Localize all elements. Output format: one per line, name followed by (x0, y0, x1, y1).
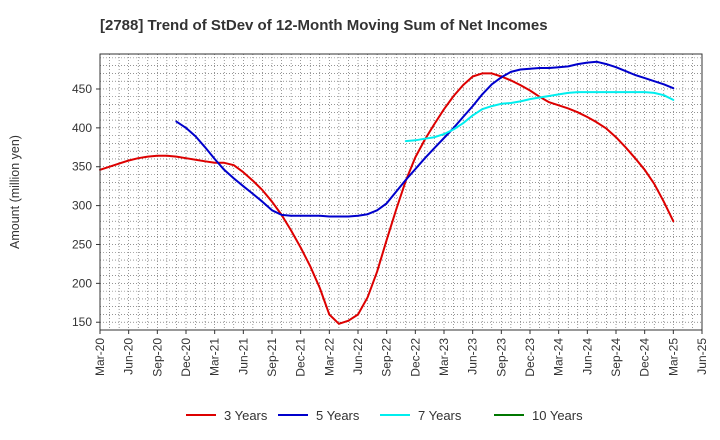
x-tick-label: Dec-21 (294, 338, 308, 377)
x-tick-label: Mar-22 (322, 338, 336, 376)
grid-lines (99, 54, 703, 330)
plot-frame (99, 53, 703, 331)
legend-label: 5 Years (316, 408, 360, 423)
x-tick-label: Mar-20 (93, 338, 107, 376)
y-axis-label: Amount (million yen) (8, 135, 22, 249)
y-tick-label: 200 (72, 276, 92, 290)
x-tick-label: Mar-25 (666, 338, 680, 376)
x-tick-label: Mar-21 (208, 338, 222, 376)
x-tick-label: Jun-22 (351, 338, 365, 375)
x-tick-label: Jun-21 (236, 338, 250, 375)
y-tick-label: 150 (72, 315, 92, 329)
y-tick-label: 350 (72, 160, 92, 174)
legend-label: 7 Years (418, 408, 462, 423)
x-tick-label: Dec-22 (408, 338, 422, 377)
x-tick-label: Dec-23 (523, 338, 537, 377)
chart-title: [2788] Trend of StDev of 12-Month Moving… (100, 17, 548, 34)
y-tick-label: 450 (72, 82, 92, 96)
x-tick-label: Jun-20 (122, 338, 136, 375)
y-axis: 150 200 250 300 350 400 450 (72, 82, 100, 329)
legend-label: 3 Years (224, 408, 268, 423)
legend: 3 Years 5 Years 7 Years 10 Years (186, 408, 583, 423)
x-tick-label: Sep-23 (494, 338, 508, 377)
x-tick-label: Dec-20 (179, 338, 193, 377)
x-tick-label: Sep-20 (150, 338, 164, 377)
series-line-5-years (175, 60, 675, 218)
x-tick-label: Sep-21 (265, 338, 279, 377)
y-tick-label: 400 (72, 121, 92, 135)
series-line-3-years (99, 72, 675, 325)
y-tick-label: 300 (72, 199, 92, 213)
x-axis: Mar-20 Jun-20 Sep-20 Dec-20 Mar-21 Jun-21 Sep-… (93, 330, 709, 377)
legend-label: 10 Years (532, 408, 583, 423)
series-line-7-years (404, 91, 675, 143)
x-tick-label: Jun-25 (695, 338, 709, 375)
x-tick-label: Mar-24 (552, 338, 566, 376)
x-tick-label: Jun-23 (466, 338, 480, 375)
x-tick-label: Dec-24 (638, 338, 652, 377)
x-tick-label: Sep-22 (380, 338, 394, 377)
y-tick-label: 250 (72, 237, 92, 251)
x-tick-label: Mar-23 (437, 338, 451, 376)
x-tick-label: Sep-24 (609, 338, 623, 377)
x-tick-label: Jun-24 (580, 338, 594, 375)
series-layer (99, 60, 675, 325)
